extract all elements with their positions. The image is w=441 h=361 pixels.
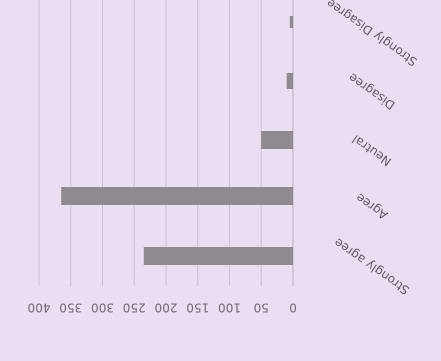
tick-label-50: 50 — [254, 301, 269, 315]
bar-strongly-disagree — [289, 16, 293, 28]
chart-bars — [61, 16, 293, 265]
bar-disagree — [286, 73, 293, 89]
tick-label-400: 400 — [28, 301, 51, 315]
tick-label-300: 300 — [91, 301, 114, 315]
tick-label-250: 250 — [123, 301, 146, 315]
tick-label-200: 200 — [155, 301, 178, 315]
tick-label-150: 150 — [186, 301, 209, 315]
tick-label-0: 0 — [289, 301, 297, 315]
bar-strongly-agree — [143, 247, 293, 265]
tick-label-100: 100 — [218, 301, 241, 315]
bar-agree — [61, 187, 293, 205]
chart-ticks: 0 50 100 150 200 250 300 350 400 — [28, 301, 297, 315]
tick-label-350: 350 — [59, 301, 82, 315]
bar-neutral — [261, 131, 293, 149]
